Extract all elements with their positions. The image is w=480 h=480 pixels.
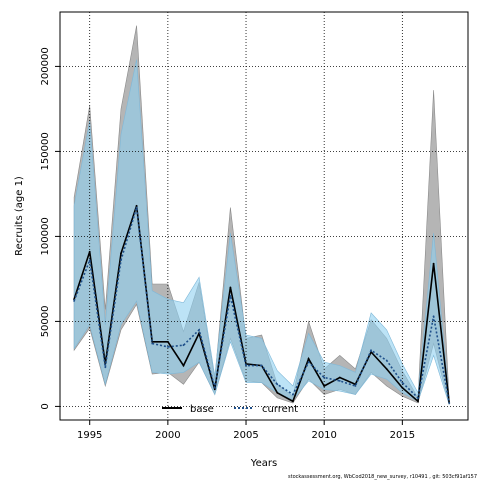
x-axis-ticks: 1995 2000 2005 2010 2015 — [77, 420, 415, 441]
point-current-2008 — [292, 393, 294, 396]
point-current-2005 — [245, 364, 247, 367]
plot-frame — [59, 11, 469, 421]
point-current-2011 — [338, 380, 341, 382]
y-tick-label-100000: 100000 — [40, 217, 51, 255]
point-current-2014 — [385, 359, 388, 362]
point-current-2006 — [260, 364, 263, 367]
grid-lines — [60, 12, 468, 420]
point-current-1999 — [151, 342, 154, 345]
legend-base-label: base — [190, 404, 214, 415]
point-current-2012 — [354, 385, 357, 387]
x-tick-label-2015: 2015 — [390, 430, 415, 441]
y-axis-ticks: 0 50000 100000 150000 200000 — [40, 47, 60, 410]
confidence-bands — [73, 25, 450, 405]
legend-current-label: current — [262, 404, 298, 415]
point-current-2009 — [307, 361, 310, 364]
point-base-2015 — [401, 386, 404, 389]
point-base-2007 — [276, 391, 279, 394]
point-current-2001 — [182, 344, 185, 347]
point-current-1994 — [73, 300, 75, 302]
x-tick-label-2000: 2000 — [155, 430, 180, 441]
point-current-2017 — [432, 315, 435, 318]
legend: base current — [162, 404, 298, 415]
point-current-1996 — [104, 366, 107, 369]
point-base-2008 — [292, 400, 294, 403]
point-current-2018 — [448, 402, 451, 404]
x-tick-label-2010: 2010 — [311, 430, 336, 441]
point-base-2003 — [213, 388, 216, 391]
x-tick-label-2005: 2005 — [233, 430, 258, 441]
y-tick-label-200000: 200000 — [40, 47, 51, 85]
x-tick-label-1995: 1995 — [77, 430, 102, 441]
y-axis-title: Recruits (age 1) — [14, 176, 25, 256]
point-current-1998 — [135, 206, 138, 209]
point-current-2010 — [323, 376, 326, 379]
point-current-2007 — [276, 383, 279, 386]
y-tick-label-0: 0 — [40, 403, 51, 409]
point-current-2004 — [229, 295, 232, 297]
point-base-2014 — [385, 368, 388, 370]
point-current-2003 — [213, 386, 216, 389]
point-current-2000 — [166, 346, 169, 348]
series-lines — [73, 204, 451, 404]
point-base-2010 — [323, 385, 326, 387]
footnote: stockassessment.org, WbCod2018_new_surve… — [288, 474, 477, 480]
band-current — [73, 59, 450, 405]
point-base-2001 — [182, 364, 185, 367]
point-base-1998 — [135, 204, 138, 207]
point-base-1995 — [88, 250, 91, 253]
point-current-2015 — [401, 381, 404, 384]
point-current-1997 — [120, 259, 122, 262]
point-current-2016 — [417, 397, 419, 399]
point-base-2017 — [432, 262, 435, 265]
x-axis-title: Years — [250, 458, 277, 469]
point-base-1997 — [120, 252, 122, 255]
point-base-2004 — [229, 286, 232, 289]
point-current-2002 — [198, 329, 201, 331]
y-tick-label-50000: 50000 — [40, 305, 51, 337]
point-current-1995 — [88, 259, 91, 262]
y-tick-label-150000: 150000 — [40, 132, 51, 170]
point-base-2000 — [166, 340, 169, 343]
point-base-2009 — [307, 357, 310, 360]
point-base-2016 — [417, 400, 419, 403]
point-current-2013 — [370, 349, 372, 352]
point-base-2011 — [338, 376, 341, 379]
